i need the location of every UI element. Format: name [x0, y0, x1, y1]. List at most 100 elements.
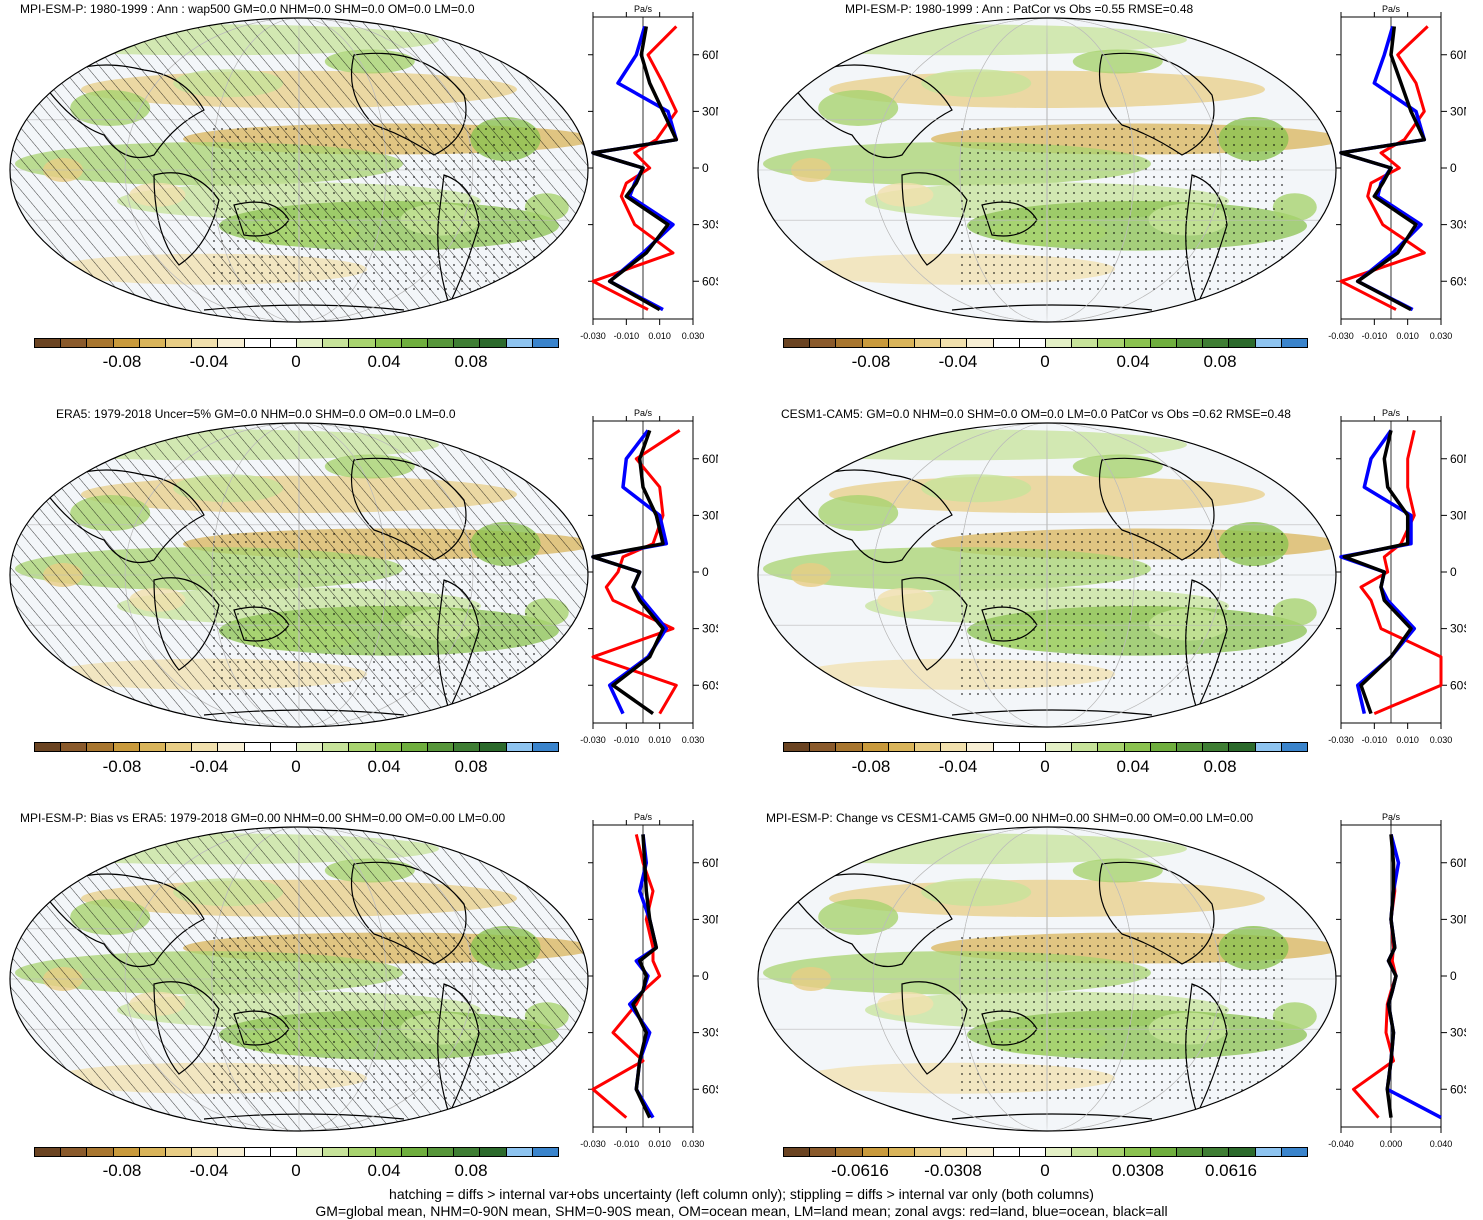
lat-label: 60N: [1450, 452, 1466, 466]
colorbar-swatch: [941, 339, 968, 347]
map-border: [757, 17, 1337, 323]
colorbar-swatch: [1124, 743, 1151, 751]
zonal-unit: Pa/s: [1382, 408, 1401, 418]
colorbar-tick: 0.04: [1116, 352, 1150, 371]
colorbar-swatch: [993, 339, 1020, 347]
field-blob: [921, 878, 1032, 907]
lat-label: 30S: [702, 622, 718, 636]
colorbar-swatch: [297, 339, 324, 347]
map-border: [9, 422, 589, 728]
colorbar-1: [34, 338, 559, 348]
lat-label: 0: [1450, 161, 1457, 175]
colorbar-swatch: [401, 339, 429, 347]
field-blob: [1072, 454, 1163, 479]
continent-outline: [901, 577, 968, 671]
x-tick-label: -0.010: [614, 331, 640, 341]
colorbar-tick: -0.04: [938, 352, 978, 371]
zonal-plot-5: Pa/s 60N 30N 0 30S 60S -0.030 -0.010 0.010 0.030: [580, 812, 718, 1149]
zonal-plot-3: Pa/s 60N 30N 0 30S 60S -0.030 -0.010 0.010 0.030: [580, 408, 718, 745]
colorbar-swatch: [1072, 743, 1099, 751]
colorbar-swatch: [993, 743, 1020, 751]
zonal-plot-1: Pa/s 60N 30N 0 30S 60S -0.030 -0.010 0.010 0.030: [580, 4, 718, 341]
lat-label: 60N: [1450, 856, 1466, 870]
lat-label: 60N: [702, 48, 718, 62]
panel-title-5: MPI-ESM-P: Bias vs ERA5: 1979-2018 GM=0.…: [20, 811, 506, 825]
colorbar-swatch: [1098, 339, 1125, 347]
lat-label: 60S: [702, 274, 718, 288]
colorbar-swatch: [1072, 339, 1099, 347]
lat-label: 60S: [1450, 678, 1466, 692]
x-tick-label: 0.010: [1396, 331, 1419, 341]
colorbar-tick: 0.04: [367, 352, 401, 371]
lat-label: 0: [1450, 969, 1457, 983]
colorbar-tick: 0.04: [367, 757, 401, 776]
x-tick-label: 0.010: [648, 1139, 671, 1149]
colorbar-swatch: [428, 743, 455, 751]
colorbar-swatch: [1281, 339, 1308, 347]
colorbar-swatch: [61, 743, 88, 751]
zonal-plot-6: Pa/s 60N 30N 0 30S 60S -0.040 0.000 0.040: [1328, 812, 1466, 1149]
colorbar-swatch: [1255, 339, 1282, 347]
colorbar-tick: -0.08: [102, 352, 142, 371]
colorbar-3: [34, 742, 559, 752]
colorbar-labels-4: -0.08 -0.04 0 0.04 0.08: [783, 757, 1308, 777]
map-panel-4: [757, 422, 1337, 728]
stippling-overlay: [210, 528, 535, 699]
colorbar-swatch: [1150, 339, 1178, 347]
colorbar-swatch: [375, 743, 402, 751]
colorbar-swatch: [244, 1148, 271, 1156]
field-blob: [921, 69, 1032, 98]
colorbar-labels-5: -0.08 -0.04 0 0.04 0.08: [34, 1161, 559, 1181]
field-blob: [818, 90, 899, 126]
map-panel-6: [757, 826, 1337, 1132]
colorbar-swatch: [862, 1148, 889, 1156]
colorbar-tick: -0.08: [102, 757, 142, 776]
colorbar-swatch: [1124, 1148, 1151, 1156]
colorbar-swatch: [87, 1148, 114, 1156]
colorbar-swatch: [87, 339, 114, 347]
map-panel-1: [9, 17, 589, 323]
continent-outline: [791, 873, 953, 968]
colorbar-5: [34, 1147, 559, 1157]
colorbar-tick: -0.04: [938, 757, 978, 776]
lat-label: 30N: [702, 912, 718, 926]
colorbar-swatch: [401, 1148, 429, 1156]
x-tick-label: -0.030: [580, 331, 606, 341]
x-tick-label: -0.030: [1328, 735, 1354, 745]
colorbar-swatch: [270, 743, 298, 751]
stippling-overlay: [958, 123, 1283, 294]
continent-outline: [791, 469, 953, 564]
colorbar-swatch: [61, 1148, 88, 1156]
lat-label: 0: [702, 969, 709, 983]
colorbar-swatch: [784, 743, 811, 751]
colorbar-swatch: [270, 339, 298, 347]
map-border: [9, 17, 589, 323]
colorbar-swatch: [1255, 1148, 1282, 1156]
lat-label: 30N: [1450, 104, 1466, 118]
colorbar-swatch: [1177, 339, 1204, 347]
colorbar-swatch: [1019, 743, 1047, 751]
colorbar-4: [783, 742, 1308, 752]
colorbar-swatch: [862, 339, 889, 347]
continent-outline: [901, 981, 968, 1075]
colorbar-tick: 0.0616: [1205, 1161, 1257, 1180]
x-tick-label: -0.010: [614, 1139, 640, 1149]
map-border: [757, 422, 1337, 728]
colorbar-tick: 0.0308: [1112, 1161, 1164, 1180]
colorbar-swatch: [1046, 1148, 1073, 1156]
lat-label: 60N: [702, 856, 718, 870]
colorbar-swatch: [349, 1148, 376, 1156]
colorbar-swatch: [1046, 339, 1073, 347]
x-tick-label: 0.030: [682, 331, 705, 341]
continent-outline: [791, 64, 953, 159]
x-tick-label: 0.030: [682, 735, 705, 745]
colorbar-swatch: [506, 339, 533, 347]
colorbar-swatch: [113, 1148, 140, 1156]
x-tick-label: 0.000: [1380, 1139, 1403, 1149]
colorbar-swatch: [1150, 1148, 1178, 1156]
colorbar-tick: 0: [1040, 757, 1050, 776]
colorbar-swatch: [401, 743, 429, 751]
lat-label: 30S: [1450, 1026, 1466, 1040]
lat-label: 30N: [1450, 912, 1466, 926]
stippling-overlay: [210, 123, 535, 294]
